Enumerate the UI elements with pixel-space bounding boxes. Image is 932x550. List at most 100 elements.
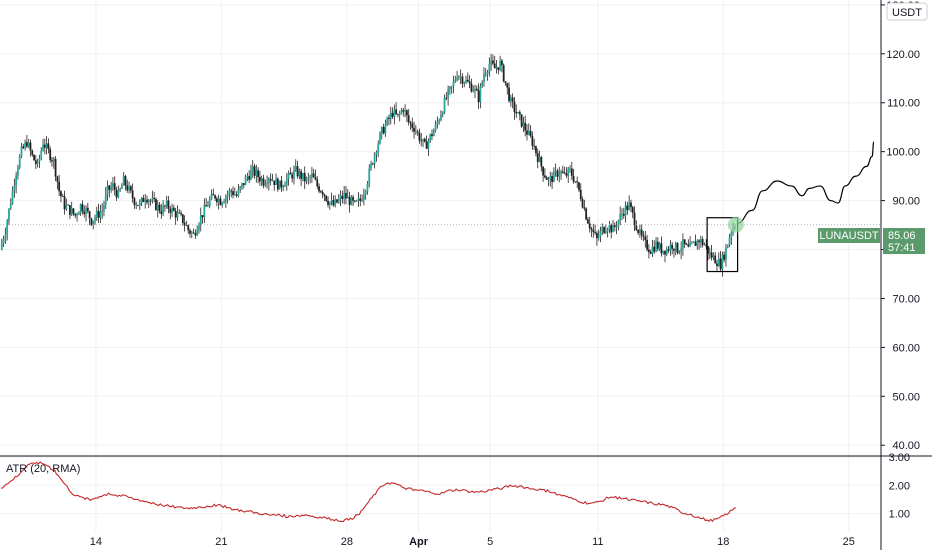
candle-body-262 (470, 83, 473, 92)
candle-body-10 (18, 156, 21, 169)
candle-body-11 (20, 146, 23, 157)
candle-body-313 (561, 171, 564, 173)
candle-body-320 (574, 181, 577, 183)
candle-body-247 (443, 97, 446, 113)
candle-body-339 (608, 224, 611, 230)
candle-body-314 (563, 172, 566, 174)
candle-body-45 (81, 204, 84, 212)
candle-body-279 (500, 60, 503, 66)
candle-body-161 (289, 172, 292, 175)
candle-body-230 (413, 127, 415, 132)
candle-body-296 (531, 136, 534, 146)
candle-body-310 (556, 170, 559, 177)
candle-body-231 (414, 131, 417, 133)
candle-body-405 (726, 245, 729, 248)
candle-body-58 (104, 194, 107, 205)
candle-body-324 (581, 199, 584, 208)
candle-body-139 (250, 170, 252, 180)
x-tick-label-7: 25 (843, 536, 855, 548)
candle-body-35 (63, 196, 66, 210)
candle-body-79 (142, 197, 145, 202)
candle-body-22 (40, 150, 43, 159)
candle-body-60 (108, 185, 111, 190)
candle-body-1 (2, 239, 5, 244)
candle-body-227 (407, 115, 410, 123)
projection-line (737, 141, 875, 224)
candle-body-283 (508, 87, 510, 102)
candle-body-360 (646, 239, 648, 250)
candle-body-290 (520, 114, 523, 127)
y-tick-label-9: 40.00 (892, 440, 920, 452)
candle-body-276 (495, 67, 498, 69)
candle-body-93 (167, 200, 170, 209)
candle-body-325 (583, 207, 586, 209)
candle-body-329 (590, 228, 593, 230)
candle-body-99 (178, 212, 181, 214)
candle-body-191 (343, 192, 346, 199)
x-tick-label-5: 11 (592, 536, 603, 548)
atr-y-tick-label-2: 1.00 (889, 509, 910, 521)
candle-body-62 (112, 183, 114, 187)
candle-body-115 (207, 205, 209, 207)
candle-body-101 (181, 214, 184, 223)
candle-body-246 (441, 112, 444, 116)
highlight-box (706, 217, 739, 273)
candle-body-267 (479, 86, 482, 103)
candle-body-170 (305, 178, 308, 182)
candle-body-406 (728, 237, 731, 246)
candle-body-395 (708, 252, 711, 254)
candle-body-90 (162, 205, 165, 215)
candle-body-241 (432, 130, 435, 136)
candle-body-315 (565, 173, 568, 176)
candle-body-129 (232, 191, 234, 196)
candle-body-219 (393, 109, 396, 117)
candle-body-338 (606, 229, 609, 232)
candle-body-295 (529, 130, 532, 137)
candle-body-302 (542, 166, 545, 176)
candle-body-351 (630, 202, 632, 208)
candle-body-31 (56, 176, 59, 182)
candle-body-387 (694, 241, 697, 246)
candle-body-54 (97, 210, 100, 218)
candle-body-110 (198, 224, 200, 231)
candle-body-192 (345, 192, 347, 199)
candle-body-367 (658, 243, 661, 249)
candle-body-55 (99, 212, 102, 218)
candle-body-116 (208, 199, 211, 206)
candle-body-77 (138, 202, 141, 206)
candle-body-183 (328, 202, 331, 205)
candle-body-100 (180, 212, 182, 215)
candle-body-353 (633, 212, 636, 226)
candle-body-371 (665, 249, 668, 255)
candle-body-271 (486, 72, 489, 75)
candle-body-4 (8, 208, 10, 222)
candle-body-158 (284, 185, 286, 187)
candle-body-163 (293, 170, 295, 179)
candle-body-392 (703, 244, 706, 246)
candle-body-394 (707, 246, 709, 254)
candle-body-331 (594, 232, 597, 234)
candle-body-229 (411, 123, 414, 128)
candle-body-225 (404, 110, 406, 112)
candle-body-264 (474, 88, 476, 91)
candle-body-73 (131, 190, 134, 199)
candle-body-124 (223, 201, 225, 203)
candle-body-49 (88, 211, 91, 219)
x-tick-label-0: 14 (90, 536, 102, 548)
candle-body-19 (34, 160, 37, 165)
x-tick-label-3: Apr (409, 536, 429, 548)
candle-body-198 (355, 200, 358, 202)
candle-body-136 (244, 176, 247, 185)
candle-body-355 (637, 230, 640, 233)
candle-body-48 (86, 207, 89, 212)
candle-body-270 (484, 74, 487, 75)
candle-body-103 (185, 225, 188, 226)
candle-body-358 (642, 235, 645, 237)
candle-body-301 (540, 157, 543, 167)
candle-body-149 (267, 178, 270, 184)
overlays (0, 216, 881, 273)
candle-body-121 (217, 198, 220, 203)
atr-line (0, 461, 736, 523)
